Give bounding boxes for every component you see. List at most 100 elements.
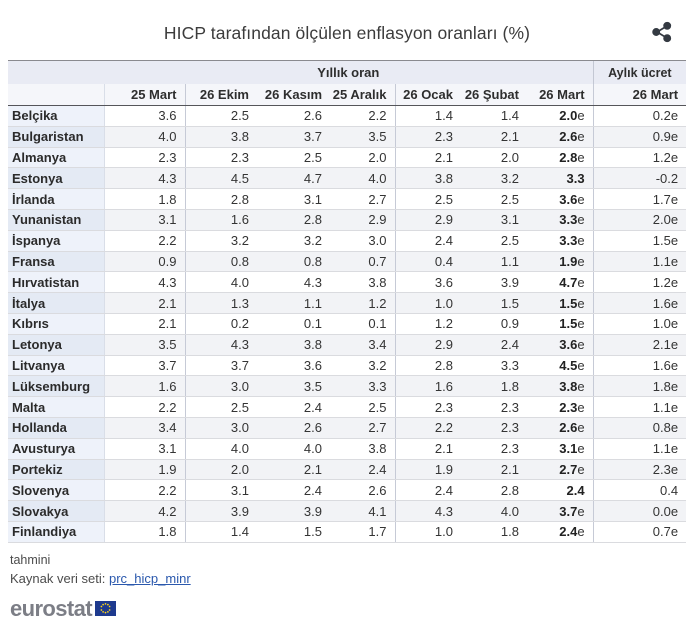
- table-group-header-row: Yıllık oran Aylık ücret: [8, 60, 687, 84]
- value-cell: 2.0: [184, 459, 257, 481]
- value-cell: 2.2: [330, 105, 395, 127]
- value-cell: 0.7: [330, 251, 395, 273]
- value-cell: 1.1e: [592, 438, 687, 460]
- share-icon: [651, 21, 673, 46]
- value-cell: 2.1: [103, 292, 185, 314]
- value-cell: 3.5: [103, 334, 185, 356]
- table-row: Belçika 3.6 2.5 2.6 2.2 1.4 1.4 2.0e 0.2e: [8, 105, 687, 127]
- value-cell: 2.3: [461, 438, 527, 460]
- value-cell: 3.6: [257, 355, 330, 377]
- value-cell: 4.7e: [527, 271, 594, 294]
- eurostat-logo: eurostat: [10, 598, 686, 621]
- value-cell: 1.9e: [527, 251, 594, 273]
- value-cell: 3.3: [330, 375, 395, 398]
- corner-cell: [8, 84, 104, 106]
- value-cell: 2.0e: [592, 209, 687, 231]
- table-row: Letonya 3.5 4.3 3.8 3.4 2.9 2.4 3.6e 2.1e: [8, 334, 687, 356]
- table-body: Belçika 3.6 2.5 2.6 2.2 1.4 1.4 2.0e 0.2e Bulgari…: [8, 105, 687, 543]
- value-cell: 3.5: [257, 375, 330, 398]
- country-cell: Almanya: [8, 147, 104, 169]
- value-cell: 3.3: [461, 355, 527, 377]
- value-cell: 3.0: [184, 375, 257, 398]
- value-cell: 2.4: [330, 459, 395, 481]
- value-cell: 1.9: [394, 459, 461, 481]
- value-cell: -0.2: [592, 167, 687, 190]
- value-cell: 2.2: [103, 230, 185, 252]
- value-cell: 1.8: [461, 521, 527, 543]
- table-row: Estonya 4.3 4.5 4.7 4.0 3.8 3.2 3.3 -0.2: [8, 167, 687, 190]
- value-cell: 3.3e: [527, 230, 594, 252]
- value-cell: 1.6: [394, 375, 461, 398]
- column-header: 25 Aralık: [330, 84, 395, 106]
- value-cell: 2.2: [103, 396, 185, 418]
- value-cell: 2.3: [103, 147, 185, 169]
- page-title: HICP tarafından ölçülen enflasyon oranla…: [163, 23, 531, 43]
- country-cell: Letonya: [8, 334, 104, 356]
- value-cell: 3.8: [330, 438, 395, 460]
- value-cell: 1.2: [330, 292, 395, 314]
- value-cell: 3.4: [103, 417, 185, 439]
- country-cell: İrlanda: [8, 188, 104, 210]
- country-cell: Belçika: [8, 105, 104, 127]
- value-cell: 3.1: [103, 438, 185, 460]
- value-cell: 2.8: [184, 188, 257, 210]
- value-cell: 3.1: [103, 209, 185, 231]
- country-cell: Finlandiya: [8, 521, 104, 543]
- table-row: Fransa 0.9 0.8 0.8 0.7 0.4 1.1 1.9e 1.1e: [8, 251, 687, 273]
- table-row: Slovenya 2.2 3.1 2.4 2.6 2.4 2.8 2.4 0.4: [8, 479, 687, 502]
- value-cell: 3.1: [184, 479, 257, 502]
- value-cell: 2.4: [257, 479, 330, 502]
- value-cell: 2.8: [461, 479, 527, 502]
- value-cell: 2.1: [461, 459, 527, 481]
- value-cell: 1.4: [184, 521, 257, 543]
- value-cell: 0.8: [184, 251, 257, 273]
- country-cell: Bulgaristan: [8, 126, 104, 148]
- value-cell: 0.9e: [592, 126, 687, 148]
- value-cell: 1.1: [461, 251, 527, 273]
- value-cell: 2.1: [461, 126, 527, 148]
- value-cell: 3.6: [103, 105, 185, 127]
- value-cell: 2.6e: [527, 126, 594, 148]
- column-header: 26 Mart: [592, 84, 687, 106]
- footer: tahmini Kaynak veri seti: prc_hicp_minr …: [8, 553, 686, 621]
- value-cell: 4.5e: [527, 355, 594, 377]
- value-cell: 1.5e: [592, 230, 687, 252]
- source-line: Kaynak veri seti: prc_hicp_minr: [10, 571, 686, 586]
- column-header: 26 Mart: [527, 84, 594, 106]
- table-row: Bulgaristan 4.0 3.8 3.7 3.5 2.3 2.1 2.6e 0.9e: [8, 126, 687, 148]
- country-cell: Yunanistan: [8, 209, 104, 231]
- value-cell: 3.3e: [527, 209, 594, 231]
- value-cell: 1.1: [257, 292, 330, 314]
- table-row: Portekiz 1.9 2.0 2.1 2.4 1.9 2.1 2.7e 2.3e: [8, 459, 687, 481]
- value-cell: 4.7: [257, 167, 330, 190]
- country-cell: Lüksemburg: [8, 375, 104, 398]
- column-header: 26 Ocak: [394, 84, 461, 106]
- value-cell: 1.6e: [592, 355, 687, 377]
- value-cell: 0.9: [103, 251, 185, 273]
- value-cell: 3.6e: [527, 188, 594, 210]
- value-cell: 2.1: [394, 438, 461, 460]
- value-cell: 4.3: [103, 167, 185, 190]
- value-cell: 1.8: [461, 375, 527, 398]
- value-cell: 2.0: [330, 147, 395, 169]
- value-cell: 1.6: [103, 375, 185, 398]
- share-button[interactable]: [650, 21, 674, 45]
- value-cell: 2.5: [257, 147, 330, 169]
- value-cell: 3.5: [330, 126, 395, 148]
- value-cell: 4.0: [184, 271, 257, 294]
- value-cell: 3.9: [257, 500, 330, 522]
- value-cell: 1.8e: [592, 375, 687, 398]
- value-cell: 0.8: [257, 251, 330, 273]
- value-cell: 3.7: [257, 126, 330, 148]
- value-cell: 2.9: [330, 209, 395, 231]
- value-cell: 1.7: [330, 521, 395, 543]
- value-cell: 2.3e: [527, 396, 594, 418]
- country-cell: Litvanya: [8, 355, 104, 377]
- value-cell: 1.1e: [592, 251, 687, 273]
- value-cell: 1.5e: [527, 292, 594, 314]
- value-cell: 2.4: [527, 479, 594, 502]
- country-cell: İtalya: [8, 292, 104, 314]
- value-cell: 2.7e: [527, 459, 594, 481]
- value-cell: 0.7e: [592, 521, 687, 543]
- source-dataset-link[interactable]: prc_hicp_minr: [109, 570, 191, 586]
